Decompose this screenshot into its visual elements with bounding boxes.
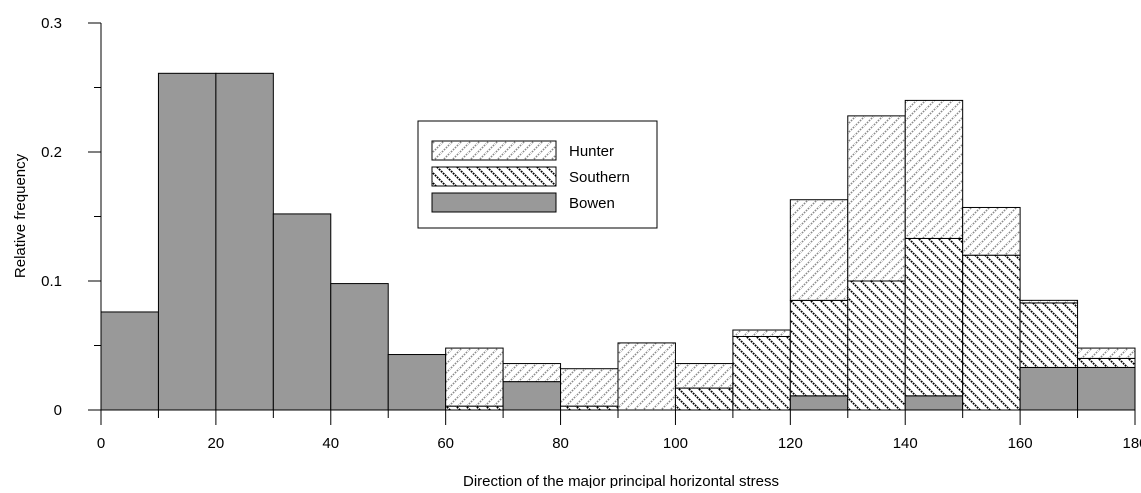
bar-hunter-80 — [560, 368, 619, 407]
bar-bowen-170 — [1077, 366, 1136, 411]
bar-bowen-0 — [100, 311, 159, 411]
x-tick-label: 140 — [893, 435, 918, 452]
legend: Hunter Southern Bowen — [417, 120, 658, 229]
x-tick-label: 80 — [552, 435, 569, 452]
bar-bowen-10 — [157, 72, 217, 411]
bar-southern-60 — [445, 405, 504, 411]
legend-swatch-bowen — [431, 192, 557, 213]
x-tick-label: 40 — [322, 435, 339, 452]
legend-label-bowen: Bowen — [569, 195, 615, 212]
bar-hunter-110 — [732, 329, 791, 337]
bar-southern-130 — [847, 280, 906, 411]
y-axis-label: Relative frequency — [12, 153, 29, 278]
bar-bowen-20 — [215, 72, 274, 411]
bar-hunter-150 — [962, 206, 1021, 256]
bar-southern-120 — [789, 299, 849, 397]
x-tick-label: 180 — [1122, 435, 1141, 452]
x-tick-label: 60 — [437, 435, 454, 452]
legend-label-hunter: Hunter — [569, 143, 614, 160]
x-tick-label: 120 — [778, 435, 803, 452]
y-tick-label: 0.1 — [41, 273, 62, 290]
bar-bowen-120 — [789, 395, 849, 411]
bar-hunter-130 — [847, 115, 906, 282]
x-tick-label: 160 — [1008, 435, 1033, 452]
bar-southern-170 — [1077, 357, 1136, 368]
bar-hunter-160 — [1019, 299, 1079, 304]
bars-layer — [100, 72, 1136, 411]
bar-hunter-170 — [1077, 347, 1136, 359]
bar-southern-110 — [732, 335, 791, 411]
legend-swatch-southern — [431, 166, 557, 187]
bar-bowen-70 — [502, 381, 562, 411]
bar-southern-160 — [1019, 302, 1079, 368]
bar-bowen-50 — [387, 354, 447, 411]
bar-southern-140 — [904, 237, 964, 397]
bar-southern-150 — [962, 254, 1021, 411]
legend-swatch-hunter — [431, 140, 557, 161]
bar-bowen-40 — [330, 283, 389, 411]
bar-hunter-140 — [904, 99, 964, 239]
bar-hunter-60 — [445, 347, 504, 407]
legend-label-southern: Southern — [569, 169, 630, 186]
bar-bowen-140 — [904, 395, 964, 411]
y-tick-label: 0.2 — [41, 144, 62, 161]
bar-southern-100 — [674, 387, 734, 411]
y-tick-label: 0 — [54, 402, 62, 419]
bar-hunter-100 — [674, 363, 734, 389]
axes-layer: 0 20 40 60 80 100 120 140 160 180 0 0.1 0.2 0.3 Direct… — [12, 15, 1141, 490]
x-tick-label: 0 — [97, 435, 105, 452]
x-axis-label: Direction of the major principal horizon… — [463, 473, 779, 488]
bar-bowen-30 — [272, 213, 332, 411]
bar-hunter-70 — [502, 363, 562, 383]
bar-bowen-160 — [1019, 366, 1079, 411]
bar-hunter-120 — [789, 199, 849, 301]
x-tick-label: 20 — [208, 435, 225, 452]
bar-southern-80 — [560, 405, 619, 411]
x-tick-label: 100 — [663, 435, 688, 452]
y-tick-label: 0.3 — [41, 15, 62, 32]
bar-hunter-90 — [617, 342, 676, 411]
